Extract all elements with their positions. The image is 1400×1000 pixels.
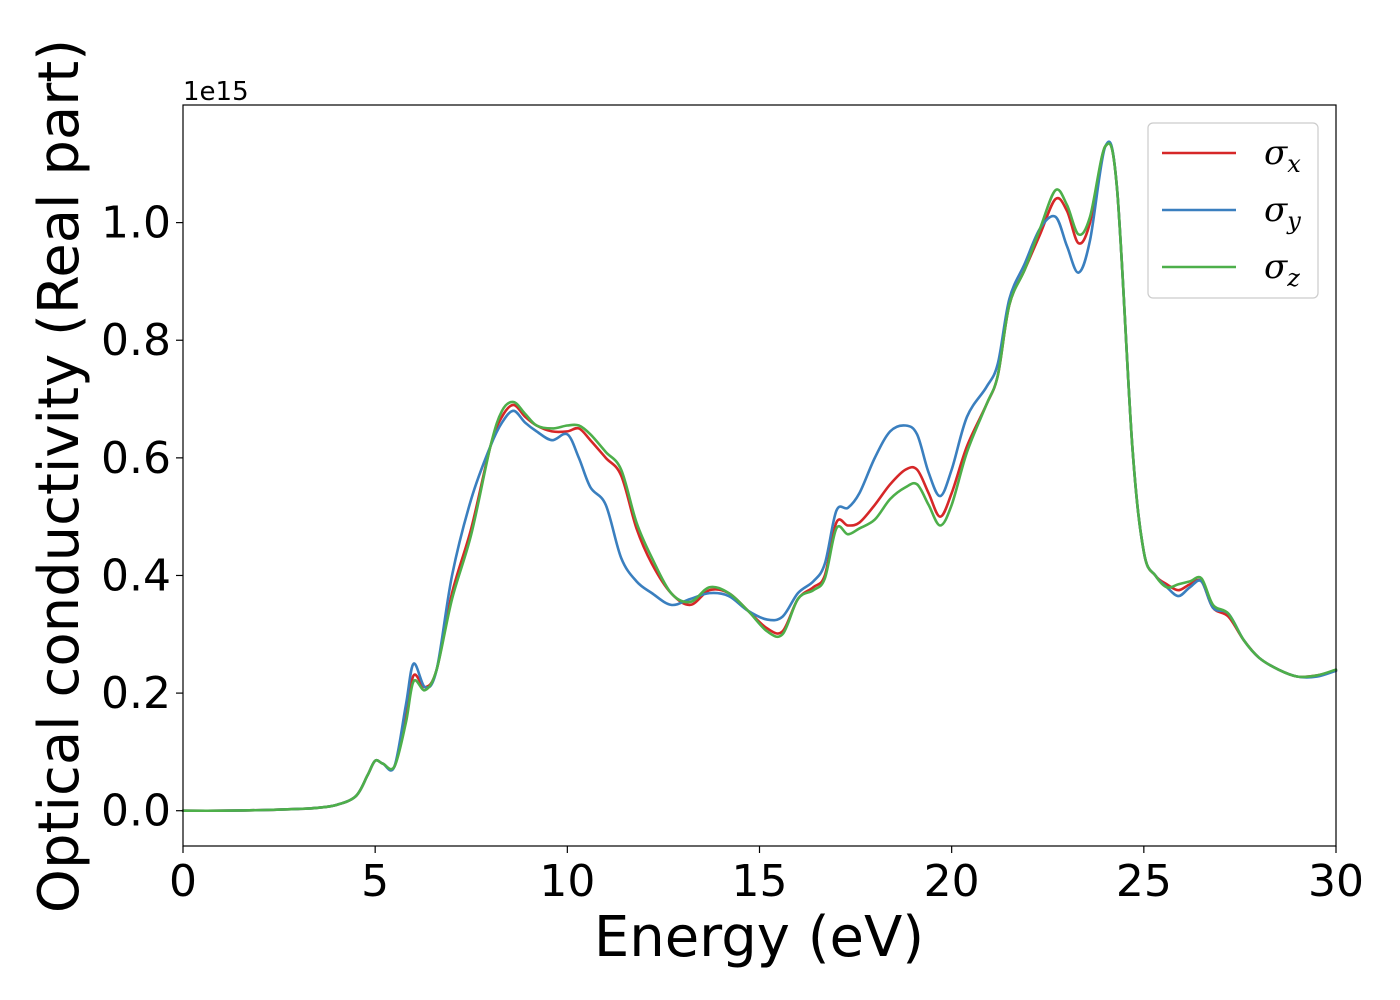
y-axis-title: Optical conductivity (Real part) [27, 39, 92, 913]
x-tick-label: 5 [361, 856, 389, 907]
y-tick-label: 0.8 [101, 315, 171, 366]
legend-subscript: z [1286, 264, 1300, 292]
legend-subscript: x [1287, 150, 1301, 178]
x-axis-ticks: 0 5 10 15 20 25 30 [169, 846, 1364, 907]
plot-lines [181, 140, 1338, 813]
legend-subscript: y [1286, 207, 1301, 235]
y-tick-label: 0.2 [101, 668, 171, 719]
x-tick-label: 10 [539, 856, 595, 907]
y-tick-label: 1.0 [101, 198, 171, 249]
x-tick-label: 15 [732, 856, 788, 907]
x-tick-label: 30 [1308, 856, 1364, 907]
y-tick-label: 0.4 [101, 550, 171, 601]
x-tick-label: 0 [169, 856, 197, 907]
y-offset-label: 1e15 [183, 77, 249, 107]
series-line-z [181, 142, 1338, 813]
x-axis-title: Energy (eV) [594, 905, 924, 970]
y-axis-ticks: 0.0 0.2 0.4 0.6 0.8 1.0 [101, 198, 183, 837]
y-tick-label: 0.6 [101, 433, 171, 484]
x-tick-label: 20 [924, 856, 980, 907]
y-tick-label: 0.0 [101, 786, 171, 837]
x-tick-label: 25 [1116, 856, 1172, 907]
